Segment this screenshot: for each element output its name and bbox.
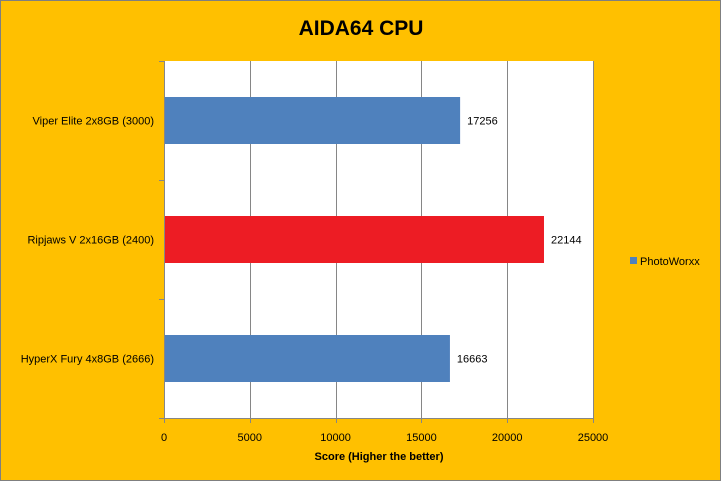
category-label: Ripjaws V 2x16GB (2400): [27, 235, 154, 247]
category-label: HyperX Fury 4x8GB (2666): [21, 354, 154, 366]
x-tick-label: 25000: [578, 432, 609, 444]
x-tick-label: 10000: [320, 432, 351, 444]
data-label: 17256: [467, 116, 498, 128]
data-label: 22144: [551, 235, 582, 247]
bar: [164, 216, 544, 263]
data-labels: 17256 22144 16663: [457, 116, 582, 366]
axes: [159, 61, 594, 423]
legend: PhotoWorxx: [630, 256, 700, 268]
x-tick-labels: 0 5000 10000 15000 20000 25000: [161, 432, 608, 444]
chart-title: AIDA64 CPU: [299, 17, 424, 40]
category-labels: Viper Elite 2x8GB (3000) Ripjaws V 2x16GB…: [21, 116, 154, 366]
legend-label: PhotoWorxx: [640, 256, 700, 268]
bar: [164, 97, 461, 144]
bar: [164, 335, 450, 382]
legend-swatch: [630, 257, 637, 264]
x-tick-label: 5000: [238, 432, 262, 444]
x-axis-label: Score (Higher the better): [315, 451, 444, 463]
x-tick-label: 15000: [406, 432, 437, 444]
data-label: 16663: [457, 354, 488, 366]
category-label: Viper Elite 2x8GB (3000): [33, 116, 154, 128]
bars: [164, 97, 544, 382]
x-tick-label: 0: [161, 432, 167, 444]
x-tick-label: 20000: [492, 432, 523, 444]
